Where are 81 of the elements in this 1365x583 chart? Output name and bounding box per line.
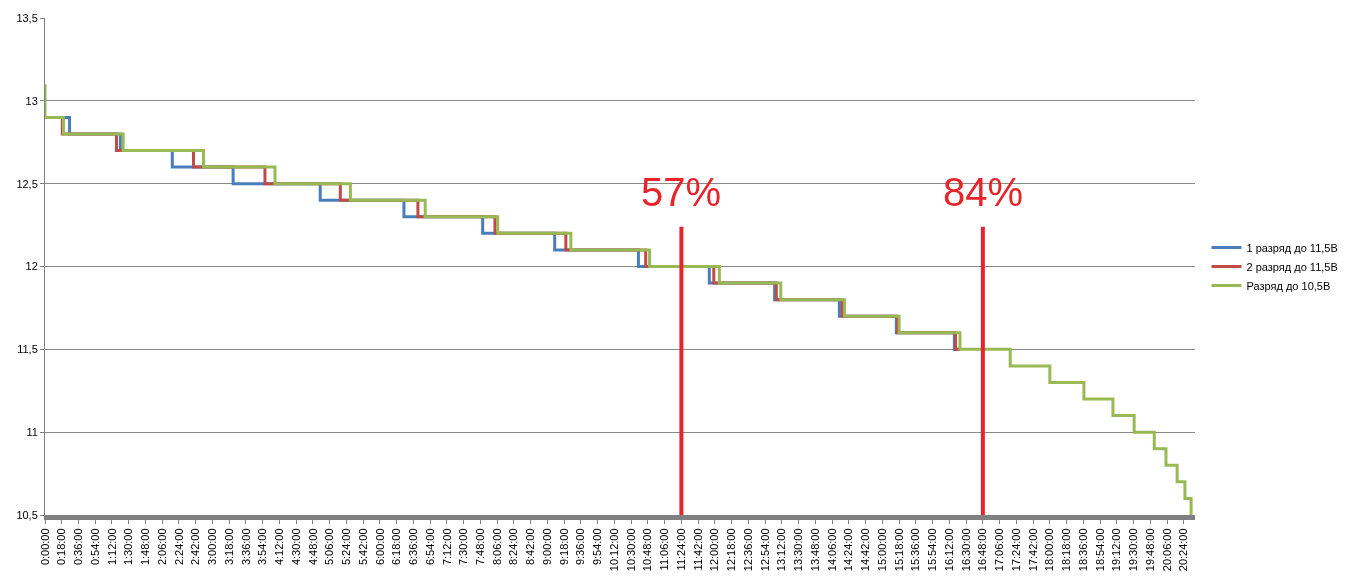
x-tick-label: 18:36:00 xyxy=(1076,528,1089,572)
x-tick-label: 2:24:00 xyxy=(172,528,185,566)
x-tick-label: 19:48:00 xyxy=(1143,528,1156,572)
annotation: 57% xyxy=(641,170,722,214)
legend-label: Разряд до 10,5В xyxy=(1246,279,1331,292)
x-tick-label: 1:12:00 xyxy=(105,528,118,566)
x-tick-label: 13:48:00 xyxy=(808,528,821,572)
x-tick-label: 13:12:00 xyxy=(775,528,788,572)
x-tick-label: 0:00:00 xyxy=(38,528,51,566)
x-tick-label: 12:54:00 xyxy=(758,528,771,572)
y-tick-label: 12 xyxy=(25,260,38,273)
x-tick-label: 13:30:00 xyxy=(792,528,805,572)
x-tick-label: 20:24:00 xyxy=(1177,528,1190,572)
x-tick-label: 3:00:00 xyxy=(206,528,219,566)
x-tick-label: 19:12:00 xyxy=(1110,528,1123,572)
x-tick-label: 8:42:00 xyxy=(524,528,537,566)
x-tick-label: 16:12:00 xyxy=(942,528,955,572)
x-tick-label: 12:18:00 xyxy=(725,528,738,572)
y-tick-label: 11,5 xyxy=(17,343,38,356)
x-tick-label: 4:48:00 xyxy=(306,528,319,566)
x-tick-label: 9:00:00 xyxy=(541,528,554,566)
x-tick-label: 17:06:00 xyxy=(993,528,1006,572)
x-tick-label: 18:00:00 xyxy=(1043,528,1056,572)
x-tick-label: 1:30:00 xyxy=(122,528,135,566)
x-tick-label: 8:06:00 xyxy=(490,528,503,566)
x-tick-label: 16:48:00 xyxy=(976,528,989,572)
y-tick-label: 11 xyxy=(26,426,38,439)
x-tick-label: 11:24:00 xyxy=(674,528,687,571)
x-tick-label: 6:18:00 xyxy=(390,528,403,566)
x-tick-label: 7:30:00 xyxy=(457,528,470,566)
x-tick-label: 5:24:00 xyxy=(340,528,353,566)
x-tick-label: 2:42:00 xyxy=(189,528,202,566)
x-tick-label: 1:48:00 xyxy=(139,528,152,566)
y-tick-label: 12,5 xyxy=(16,177,38,190)
x-tick-label: 10:48:00 xyxy=(641,528,654,572)
x-tick-label: 0:18:00 xyxy=(55,528,68,566)
x-tick-label: 5:06:00 xyxy=(323,528,336,566)
y-tick-label: 10,5 xyxy=(16,508,38,521)
legend-label: 1 разряд до 11,5В xyxy=(1246,241,1338,254)
x-tick-label: 10:30:00 xyxy=(624,528,637,572)
y-tick-label: 13 xyxy=(25,94,38,107)
x-tick-label: 12:36:00 xyxy=(741,528,754,572)
x-tick-label: 6:00:00 xyxy=(373,528,386,566)
x-tick-label: 8:24:00 xyxy=(507,528,520,566)
x-tick-label: 7:12:00 xyxy=(440,528,453,566)
x-tick-label: 17:42:00 xyxy=(1026,528,1039,572)
x-tick-label: 15:54:00 xyxy=(926,528,939,572)
x-tick-label: 4:30:00 xyxy=(289,528,302,566)
x-tick-label: 11:42:00 xyxy=(691,528,704,571)
x-tick-label: 14:42:00 xyxy=(859,528,872,572)
x-tick-label: 7:48:00 xyxy=(474,528,487,566)
x-tick-label: 12:00:00 xyxy=(708,528,721,572)
x-tick-label: 0:36:00 xyxy=(72,528,85,566)
x-tick-label: 18:18:00 xyxy=(1060,528,1073,572)
x-tick-label: 16:30:00 xyxy=(959,528,972,572)
x-tick-label: 2:06:00 xyxy=(155,528,168,566)
annotation: 84% xyxy=(943,170,1024,214)
x-tick-label: 20:06:00 xyxy=(1160,528,1173,572)
x-tick-label: 17:24:00 xyxy=(1009,528,1022,572)
y-tick-label: 13,5 xyxy=(16,11,38,24)
x-tick-label: 0:54:00 xyxy=(88,528,101,566)
x-tick-label: 9:54:00 xyxy=(591,528,604,566)
x-tick-label: 9:36:00 xyxy=(574,528,587,566)
x-tick-label: 19:30:00 xyxy=(1127,528,1140,572)
x-tick-label: 14:24:00 xyxy=(842,528,855,572)
x-tick-label: 9:18:00 xyxy=(557,528,570,566)
legend-label: 2 разряд до 11,5В xyxy=(1246,260,1338,273)
x-tick-label: 5:42:00 xyxy=(356,528,369,566)
x-tick-label: 6:54:00 xyxy=(423,528,436,566)
x-tick-label: 3:54:00 xyxy=(256,528,269,566)
x-tick-label: 14:06:00 xyxy=(825,528,838,572)
x-tick-label: 18:54:00 xyxy=(1093,528,1106,572)
x-tick-label: 3:36:00 xyxy=(239,528,252,566)
x-tick-label: 3:18:00 xyxy=(222,528,235,566)
x-tick-label: 15:18:00 xyxy=(892,528,905,572)
x-tick-label: 10:12:00 xyxy=(607,528,620,572)
x-tick-label: 4:12:00 xyxy=(273,528,286,566)
x-tick-label: 15:36:00 xyxy=(909,528,922,572)
x-tick-label: 6:36:00 xyxy=(407,528,420,566)
x-tick-label: 11:06:00 xyxy=(658,528,671,571)
x-tick-label: 15:00:00 xyxy=(875,528,888,572)
